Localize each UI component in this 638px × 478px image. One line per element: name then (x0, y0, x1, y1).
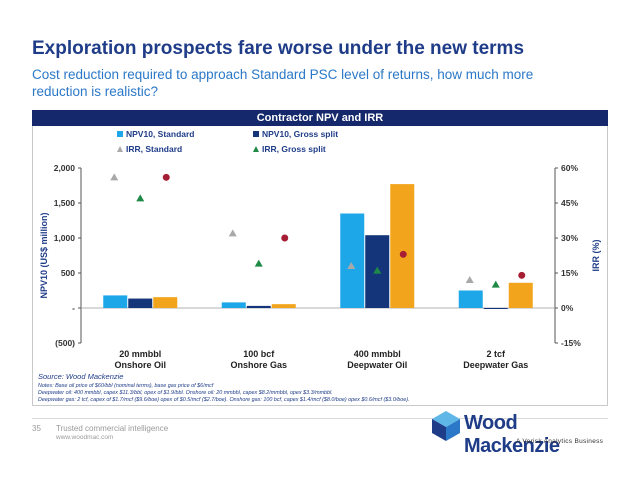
bar (153, 297, 178, 308)
x-category-label: 400 mmbbl (354, 349, 401, 359)
bar (508, 282, 533, 308)
legend-swatch (253, 131, 259, 137)
y-tick-label: 1,000 (54, 233, 76, 243)
y2-tick-label: 30% (561, 233, 578, 243)
logo-subtitle: A Verisk Analytics Business (516, 438, 604, 445)
x-category-label: Onshore Gas (230, 360, 287, 370)
x-category-label: 100 bcf (243, 349, 275, 359)
irr-marker (162, 173, 170, 181)
slide-title: Exploration prospects fare worse under t… (32, 38, 525, 59)
irr-marker (399, 250, 407, 258)
bar (390, 184, 415, 308)
page-number: 35 (32, 424, 41, 433)
footer-tagline: Trusted commercial intelligence (56, 424, 169, 433)
y2-tick-label: 60% (561, 163, 578, 173)
x-category-label: Deepwater Oil (347, 360, 407, 370)
legend-swatch (117, 146, 123, 152)
bar (221, 302, 246, 308)
y-tick-label: 2,000 (54, 163, 76, 173)
y2-tick-label: 45% (561, 198, 578, 208)
irr-marker (254, 259, 263, 267)
chart-header: Contractor NPV and IRR (32, 110, 608, 126)
source-note: Source: Wood Mackenzie (38, 372, 124, 381)
legend-label: NPV10, Gross split (262, 129, 338, 139)
notes-line: Notes: Base oil price of $60/bbl (nomina… (38, 383, 214, 389)
y-tick-label: (500) (55, 338, 75, 348)
irr-marker (281, 234, 289, 242)
irr-marker (136, 194, 145, 202)
irr-marker (110, 173, 119, 181)
bar (128, 298, 153, 308)
bar (340, 213, 365, 308)
bar (246, 305, 271, 308)
chart-frame: 2,000 1,500 1,000 500 - (500) 60% 45% 30% 15% 0% -1… (32, 126, 608, 406)
y-tick-label: - (72, 303, 75, 313)
logo-cube-icon (432, 411, 460, 441)
irr-marker (373, 266, 382, 274)
legend-label: NPV10, Standard (126, 129, 195, 139)
legend-label: IRR, Gross split (262, 144, 326, 154)
y-tick-label: 1,500 (54, 198, 76, 208)
notes-block: Notes: Base oil price of $60/bbl (nomina… (38, 383, 478, 404)
bar (103, 295, 128, 308)
y2-tick-label: 15% (561, 268, 578, 278)
irr-marker (228, 229, 237, 237)
slide-subtitle: Cost reduction required to approach Stan… (32, 67, 534, 99)
y2-tick-label: 0% (561, 303, 574, 313)
y2-tick-label: -15% (561, 338, 581, 348)
footer-divider (32, 418, 608, 419)
y2-axis-title: IRR (%) (591, 240, 601, 272)
bar (483, 308, 508, 309)
x-category-label: Onshore Oil (114, 360, 166, 370)
x-category-label: 2 tcf (486, 349, 506, 359)
y-tick-label: 500 (61, 268, 75, 278)
notes-line: Deepwater oil: 400 mmbbl, capex $11.3/bb… (38, 390, 333, 396)
wood-mackenzie-logo: Wood Mackenzie A Verisk Analytics Busine… (430, 408, 610, 457)
legend-label: IRR, Standard (126, 144, 182, 154)
x-category-label: Deepwater Gas (463, 360, 528, 370)
legend-swatch (117, 131, 123, 137)
footer-website: www.woodmac.com (56, 434, 114, 441)
npv-irr-chart: 2,000 1,500 1,000 500 - (500) 60% 45% 30% 15% 0% -1… (39, 129, 601, 370)
irr-marker (465, 276, 474, 283)
notes-line: Deepwater gas: 2 tcf, capex of $1.7/mcf … (38, 397, 410, 403)
bar (271, 304, 296, 308)
irr-marker (518, 271, 526, 279)
irr-marker (491, 280, 500, 288)
legend-swatch (253, 146, 259, 152)
x-category-label: 20 mmbbl (119, 349, 161, 359)
bar (458, 290, 483, 308)
logo-wordmark: Wood Mackenzie (464, 412, 560, 457)
irr-marker (347, 262, 356, 269)
y-axis-title: NPV10 (US$ million) (39, 212, 49, 298)
